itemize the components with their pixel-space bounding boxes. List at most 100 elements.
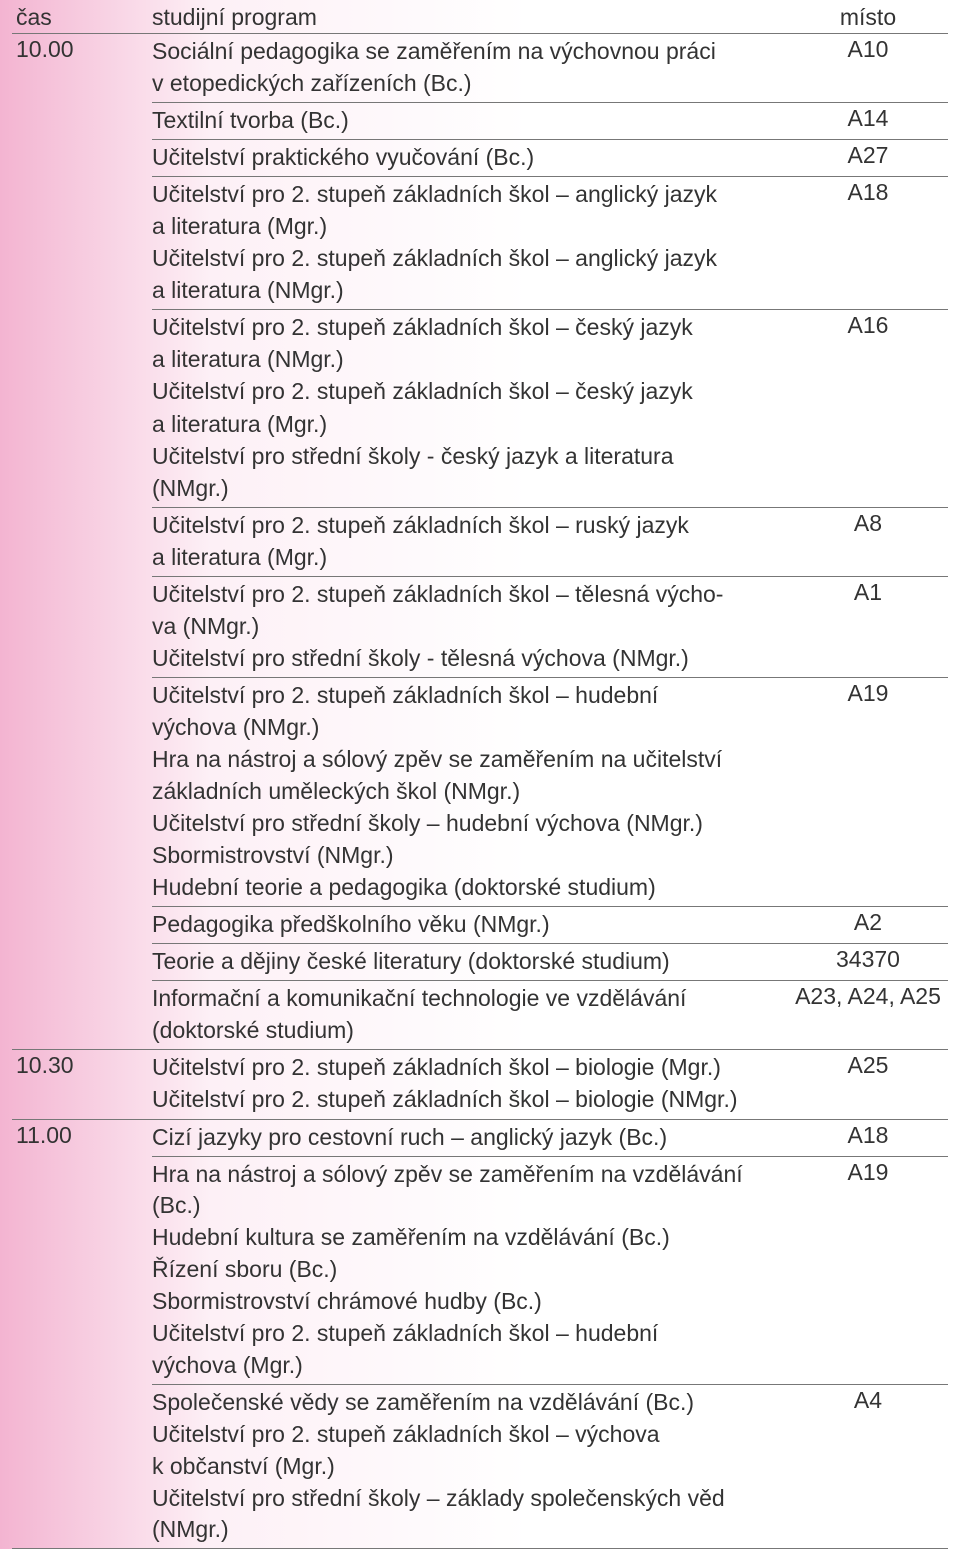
program-cell: Textilní tvorba (Bc.) xyxy=(152,105,788,137)
place-cell: A1 xyxy=(788,579,948,675)
time-block: 10.30Učitelství pro 2. stupeň základních… xyxy=(12,1050,948,1119)
rows-cell: Cizí jazyky pro cestovní ruch – anglický… xyxy=(152,1120,948,1549)
program-line: Pedagogika předškolního věku (NMgr.) xyxy=(152,909,780,940)
place-cell: A27 xyxy=(788,142,948,174)
program-line: Učitelství pro 2. stupeň základních škol… xyxy=(152,376,780,407)
program-line: a literatura (NMgr.) xyxy=(152,344,780,375)
program-line: Učitelství pro 2. stupeň základních škol… xyxy=(152,1419,780,1450)
program-line: Učitelství pro 2. stupeň základních škol… xyxy=(152,510,780,541)
place-cell: 34370 xyxy=(788,946,948,978)
program-line: a literatura (NMgr.) xyxy=(152,275,780,306)
program-line: Hra na nástroj a sólový zpěv se zaměření… xyxy=(152,744,780,775)
place-cell: A18 xyxy=(788,1122,948,1154)
program-line: Učitelství pro střední školy – základy s… xyxy=(152,1483,780,1545)
program-line: Učitelství pro 2. stupeň základních škol… xyxy=(152,243,780,274)
table-body: 10.00Sociální pedagogika se zaměřením na… xyxy=(0,34,960,1549)
program-line: Učitelství pro 2. stupeň základních škol… xyxy=(152,312,780,343)
program-cell: Sociální pedagogika se zaměřením na vých… xyxy=(152,36,788,100)
table-row: Učitelství pro 2. stupeň základních škol… xyxy=(152,576,948,677)
header-program: studijní program xyxy=(152,4,788,31)
program-line: (doktorské studium) xyxy=(152,1015,780,1046)
program-line: Sbormistrovství chrámové hudby (Bc.) xyxy=(152,1286,780,1317)
program-cell: Učitelství pro 2. stupeň základních škol… xyxy=(152,579,788,675)
program-line: Hudební kultura se zaměřením na vzdělává… xyxy=(152,1222,780,1253)
program-cell: Učitelství pro 2. stupeň základních škol… xyxy=(152,680,788,904)
schedule-page: čas studijní program místo 10.00Sociální… xyxy=(0,0,960,1549)
program-line: Sbormistrovství (NMgr.) xyxy=(152,840,780,871)
program-line: základních uměleckých škol (NMgr.) xyxy=(152,776,780,807)
place-cell: A4 xyxy=(788,1387,948,1546)
rows-cell: Sociální pedagogika se zaměřením na vých… xyxy=(152,34,948,1049)
table-row: Teorie a dějiny české literatury (doktor… xyxy=(152,943,948,980)
program-line: Učitelství praktického vyučování (Bc.) xyxy=(152,142,780,173)
program-line: výchova (NMgr.) xyxy=(152,712,780,743)
table-row: Pedagogika předškolního věku (NMgr.) A2 xyxy=(152,906,948,943)
program-cell: Učitelství pro 2. stupeň základních škol… xyxy=(152,179,788,307)
table-row: Učitelství pro 2. stupeň základních škol… xyxy=(152,309,948,506)
table-row: Cizí jazyky pro cestovní ruch – anglický… xyxy=(152,1120,948,1156)
program-cell: Hra na nástroj a sólový zpěv se zaměření… xyxy=(152,1159,788,1382)
program-line: a literatura (Mgr.) xyxy=(152,211,780,242)
place-cell: A25 xyxy=(788,1052,948,1116)
table-row: Informační a komunikační technologie ve … xyxy=(152,980,948,1049)
program-line: Učitelství pro střední školy - český jaz… xyxy=(152,441,780,472)
place-cell: A19 xyxy=(788,680,948,904)
rows-cell: Učitelství pro 2. stupeň základních škol… xyxy=(152,1050,948,1118)
place-cell: A23, A24, A25 xyxy=(788,983,948,1047)
table-row: Sociální pedagogika se zaměřením na vých… xyxy=(152,34,948,102)
program-cell: Cizí jazyky pro cestovní ruch – anglický… xyxy=(152,1122,788,1154)
program-line: Učitelství pro střední školy - tělesná v… xyxy=(152,643,780,674)
program-line: a literatura (Mgr.) xyxy=(152,409,780,440)
table-row: Učitelství pro 2. stupeň základních škol… xyxy=(152,507,948,576)
place-cell: A19 xyxy=(788,1159,948,1382)
program-line: Informační a komunikační technologie ve … xyxy=(152,983,780,1014)
program-line: Hudební teorie a pedagogika (doktorské s… xyxy=(152,872,780,903)
time-block: 10.00Sociální pedagogika se zaměřením na… xyxy=(12,34,948,1050)
program-line: (NMgr.) xyxy=(152,473,780,504)
program-cell: Učitelství pro 2. stupeň základních škol… xyxy=(152,312,788,504)
time-cell: 10.00 xyxy=(12,34,152,1049)
program-line: Učitelství pro 2. stupeň základních škol… xyxy=(152,1318,780,1349)
header-place: místo xyxy=(788,4,948,31)
table-row: Hra na nástroj a sólový zpěv se zaměření… xyxy=(152,1156,948,1384)
program-line: Hra na nástroj a sólový zpěv se zaměření… xyxy=(152,1159,780,1221)
table-row: Učitelství pro 2. stupeň základních škol… xyxy=(152,1050,948,1118)
program-cell: Učitelství pro 2. stupeň základních škol… xyxy=(152,510,788,574)
program-line: Učitelství pro 2. stupeň základních škol… xyxy=(152,1084,780,1115)
time-block: 11.00Cizí jazyky pro cestovní ruch – ang… xyxy=(12,1120,948,1549)
time-cell: 10.30 xyxy=(12,1050,152,1118)
program-line: Textilní tvorba (Bc.) xyxy=(152,105,780,136)
table-header: čas studijní program místo xyxy=(12,0,948,34)
program-line: Učitelství pro 2. stupeň základních škol… xyxy=(152,1052,780,1083)
program-line: Řízení sboru (Bc.) xyxy=(152,1254,780,1285)
table-row: Textilní tvorba (Bc.) A14 xyxy=(152,102,948,139)
program-line: k občanství (Mgr.) xyxy=(152,1451,780,1482)
table-row: Učitelství pro 2. stupeň základních škol… xyxy=(152,176,948,309)
program-cell: Informační a komunikační technologie ve … xyxy=(152,983,788,1047)
program-cell: Učitelství praktického vyučování (Bc.) xyxy=(152,142,788,174)
program-line: Společenské vědy se zaměřením na vzděláv… xyxy=(152,1387,780,1418)
program-line: a literatura (Mgr.) xyxy=(152,542,780,573)
program-line: Teorie a dějiny české literatury (doktor… xyxy=(152,946,780,977)
program-line: Sociální pedagogika se zaměřením na vých… xyxy=(152,36,780,67)
program-cell: Teorie a dějiny české literatury (doktor… xyxy=(152,946,788,978)
program-line: v etopedických zařízeních (Bc.) xyxy=(152,68,780,99)
place-cell: A16 xyxy=(788,312,948,504)
table-row: Učitelství praktického vyučování (Bc.) A2… xyxy=(152,139,948,176)
table-row: Společenské vědy se zaměřením na vzděláv… xyxy=(152,1384,948,1548)
program-line: Cizí jazyky pro cestovní ruch – anglický… xyxy=(152,1122,780,1153)
program-line: Učitelství pro 2. stupeň základních škol… xyxy=(152,680,780,711)
program-line: Učitelství pro střední školy – hudební v… xyxy=(152,808,780,839)
time-cell: 11.00 xyxy=(12,1120,152,1549)
place-cell: A2 xyxy=(788,909,948,941)
table-row: Učitelství pro 2. stupeň základních škol… xyxy=(152,677,948,906)
place-cell: A8 xyxy=(788,510,948,574)
program-cell: Učitelství pro 2. stupeň základních škol… xyxy=(152,1052,788,1116)
program-line: Učitelství pro 2. stupeň základních škol… xyxy=(152,179,780,210)
program-line: výchova (Mgr.) xyxy=(152,1350,780,1381)
program-line: Učitelství pro 2. stupeň základních škol… xyxy=(152,579,780,610)
place-cell: A18 xyxy=(788,179,948,307)
program-line: va (NMgr.) xyxy=(152,611,780,642)
place-cell: A14 xyxy=(788,105,948,137)
program-cell: Pedagogika předškolního věku (NMgr.) xyxy=(152,909,788,941)
